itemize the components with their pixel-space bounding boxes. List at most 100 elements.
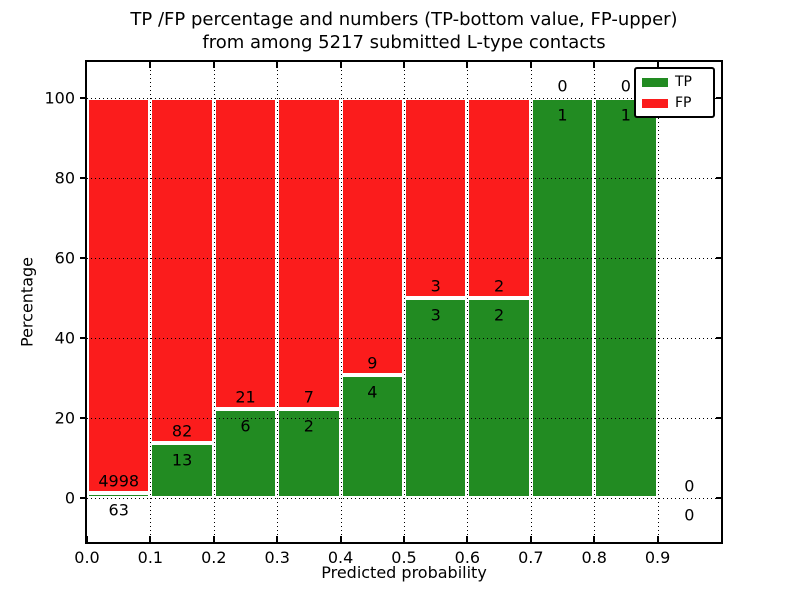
fp-legend-swatch xyxy=(642,98,668,108)
y-tick-right xyxy=(716,257,721,259)
tp-bar xyxy=(277,409,341,498)
tp-bar xyxy=(467,298,531,498)
fp-bar xyxy=(87,98,151,494)
tp-bar xyxy=(150,443,214,498)
x-tick-top xyxy=(212,62,215,68)
x-tick xyxy=(403,536,405,542)
chart-title-line2: from among 5217 submitted L-type contact… xyxy=(202,32,606,53)
x-tick-label: 0.1 xyxy=(137,548,164,567)
tp-bar xyxy=(213,409,278,498)
x-tick xyxy=(466,536,469,542)
tp-count-label: 1 xyxy=(557,105,568,125)
left-spine xyxy=(85,60,87,544)
y-tick-label: 60 xyxy=(54,248,75,268)
fp-count-label: 2 xyxy=(494,276,505,296)
v-gridline xyxy=(467,62,469,542)
legend-item-fp: FP xyxy=(642,96,706,110)
tp-count-label: 2 xyxy=(303,416,314,436)
y-tick-right xyxy=(716,497,721,499)
x-tick-label: 0.0 xyxy=(74,548,100,567)
fp-bar xyxy=(277,98,341,410)
x-tick xyxy=(276,536,279,542)
x-tick-label: 0.4 xyxy=(327,548,354,567)
top-spine xyxy=(85,60,723,62)
tp-count-label: 1 xyxy=(620,105,631,125)
x-tick-label: 0.9 xyxy=(644,548,671,567)
tp-count-label: 63 xyxy=(108,500,129,520)
y-tick-label: 0 xyxy=(64,488,75,508)
y-tick xyxy=(80,257,85,259)
fp-count-label: 82 xyxy=(171,421,193,441)
tp-count-label: 13 xyxy=(171,450,193,470)
fp-bar xyxy=(340,98,404,375)
x-tick-label: 0.6 xyxy=(454,548,481,567)
fp-count-label: 3 xyxy=(430,276,441,296)
v-gridline xyxy=(657,62,659,542)
fp-count-label: 21 xyxy=(235,387,256,407)
fp-bar xyxy=(213,98,278,410)
y-tick xyxy=(80,417,85,419)
fp-bar xyxy=(150,98,214,444)
legend-item-tp: TP xyxy=(642,75,706,89)
y-tick-label: 40 xyxy=(54,328,75,348)
plot-area: TP FP 0.0 0.1 0.2 0.3 0.4 0.5 0.6 0.7 0.8 0.9 0 20 4… xyxy=(44,60,723,567)
v-gridline xyxy=(340,62,342,542)
right-spine xyxy=(721,60,723,544)
tp-count-label: 2 xyxy=(494,305,505,325)
x-tick-top xyxy=(339,62,342,68)
tp-legend-swatch xyxy=(642,77,668,87)
x-tick-top xyxy=(593,62,596,68)
y-tick-right xyxy=(716,417,721,419)
x-tick xyxy=(339,536,342,542)
v-gridline xyxy=(594,62,596,542)
legend-label-tp: TP xyxy=(675,74,692,90)
x-tick xyxy=(529,536,532,542)
fp-count-label: 0 xyxy=(557,76,568,96)
x-tick xyxy=(149,536,152,542)
tp-count-label: 4 xyxy=(367,382,378,402)
y-tick-right xyxy=(716,337,721,339)
legend-label-fp: FP xyxy=(675,95,692,111)
x-tick xyxy=(212,536,215,542)
x-tick xyxy=(593,536,596,542)
fp-bar xyxy=(467,98,531,298)
chart-title: TP /FP percentage and numbers (TP-bottom… xyxy=(87,8,721,54)
y-tick xyxy=(80,337,85,339)
tp-bar xyxy=(404,298,468,498)
fp-count-label: 4998 xyxy=(98,471,140,491)
tp-count-label: 6 xyxy=(240,416,251,436)
v-gridline xyxy=(404,62,405,542)
fp-bar xyxy=(404,98,468,298)
x-tick-top xyxy=(276,62,279,68)
fp-count-label: 9 xyxy=(367,353,378,373)
chart-title-line1: TP /FP percentage and numbers (TP-bottom… xyxy=(130,9,678,30)
x-tick xyxy=(86,536,88,542)
y-tick xyxy=(80,497,85,499)
y-tick-label: 80 xyxy=(54,168,75,188)
tp-bar xyxy=(594,98,658,498)
x-tick-label: 0.2 xyxy=(201,548,227,567)
x-tick-top xyxy=(529,62,532,68)
fp-count-label: 0 xyxy=(620,76,631,96)
x-axis-label: Predicted probability xyxy=(321,563,487,582)
tp-bar xyxy=(340,374,404,498)
legend: TP FP xyxy=(634,67,715,118)
x-tick-top xyxy=(656,62,659,68)
y-tick-label: 100 xyxy=(44,88,75,108)
x-tick-top xyxy=(149,62,152,68)
x-tick xyxy=(656,536,659,542)
v-gridline xyxy=(530,62,532,542)
y-tick-right xyxy=(716,177,721,179)
v-gridline xyxy=(277,62,279,542)
v-gridline xyxy=(150,62,152,542)
tp-bar xyxy=(530,98,595,498)
x-tick-top xyxy=(466,62,469,68)
y-tick xyxy=(80,177,85,179)
x-tick-top xyxy=(403,62,405,68)
y-axis-label: Percentage xyxy=(17,257,37,348)
tp-count-label: 3 xyxy=(430,305,441,325)
tp-bar xyxy=(87,493,151,498)
v-gridline xyxy=(213,62,215,542)
x-tick-label: 0.3 xyxy=(264,548,290,567)
